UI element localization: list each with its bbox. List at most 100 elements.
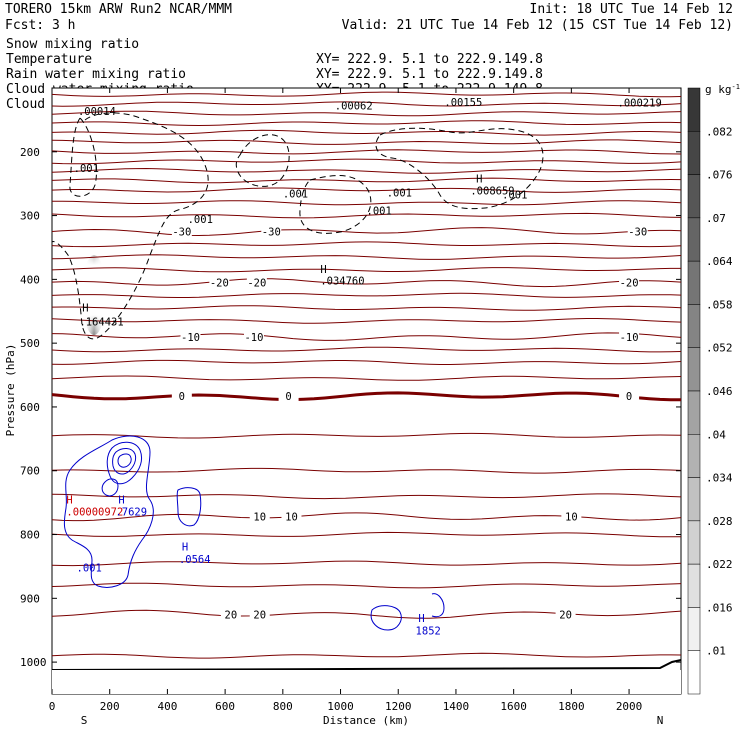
colorbar-swatch [687,217,701,262]
field-label: Rain water mixing ratio [6,67,186,82]
isotherm-line [52,110,681,117]
colorbar-swatch [687,87,701,132]
cloud-ice-contour [69,117,98,197]
contour-label: .001 [387,187,412,199]
isotherm-label: 10 [253,512,266,524]
cloud-water-contour [117,453,132,468]
isotherm-line [52,493,681,500]
cloud-ice-contour [52,112,209,340]
isotherm-line [52,432,681,439]
isotherm-label-bg [180,330,201,343]
isotherm-line [52,391,681,402]
isotherm-line [52,167,681,174]
isotherm-label-bg [171,390,192,403]
isotherm-line [52,254,681,260]
contour-label: H [320,264,326,276]
isotherm-line [52,187,681,193]
x-tick-label: 800 [273,700,293,713]
isotherm-label: -30 [262,227,281,239]
x-axis-north: N [657,714,664,727]
colorbar-tick-label: .046 [706,385,733,398]
contour-label: .001 [367,205,392,217]
isotherm-label: -20 [247,278,266,290]
contour-label: .00155 [444,97,482,109]
contour-label: .001 [502,189,527,201]
colorbar: .082 .076 .07 .064 .058 .052 .046 .04 .034 .028 .0… [687,87,733,695]
isotherm-label-bg [243,330,264,343]
contour-label: .001 [188,214,213,226]
cloud-water-contour [101,478,119,497]
colorbar-swatch [687,563,701,608]
isotherm-label: 0 [285,391,291,403]
isotherm-label: 10 [565,512,578,524]
contour-label: .00062 [335,101,373,113]
x-tick-label: 1800 [558,700,585,713]
x-axis-label: Distance (km) [323,714,409,727]
field-xy: XY= 222.9. 5.1 to 222.9.149.8 [316,67,543,82]
colorbar-tick-label: .076 [706,169,733,182]
field-label: Snow mixing ratio [6,37,139,52]
temperature-contours-minor [52,91,681,659]
contour-label: H [66,494,72,506]
isotherm-label-bg [249,608,270,621]
cloud-ice-contour [375,127,544,210]
isotherm-label-bg [619,390,640,403]
contour-label: .000219 [618,97,662,109]
x-tick-label: 2000 [616,700,643,713]
isotherm-label: 20 [559,609,572,621]
y-tick-label: 500 [20,337,40,350]
y-tick-label: 400 [20,273,40,286]
isotherm-label-bg [249,510,270,523]
colorbar-tick-label: .01 [706,645,726,658]
cloud-water-contour [370,605,402,631]
colorbar-swatch [687,477,701,522]
contour-label: .001 [77,563,102,575]
colorbar-tick-label: .082 [706,125,733,138]
isotherm-line [52,227,681,237]
isotherm-line [52,149,681,155]
isotherm-line [52,129,681,136]
isotherm-label: -10 [244,332,263,344]
isotherm-label-bg [278,390,299,403]
isotherm-line [52,609,681,619]
isotherm-label-bg [619,276,640,289]
isotherm-line [52,305,681,311]
colorbar-unit: g kg-1 [705,83,740,96]
contour-label: .008659 [470,186,514,198]
isotherm-line [52,582,681,589]
colorbar-tick-label: .052 [706,342,733,355]
colorbar-tick-label: .028 [706,515,733,528]
y-tick-label: 700 [20,465,40,478]
colorbar-swatch [687,347,701,392]
y-tick-label: 1000 [20,656,47,669]
isotherm-label-bg [281,510,302,523]
contour-label: .034760 [320,275,364,287]
isotherm-label: -10 [181,332,200,344]
contour-label: .0564 [179,554,211,566]
cloud-ice-contour [299,175,372,234]
isotherm-label: 10 [285,512,298,524]
isotherm-label-bg [619,330,640,343]
cloud-ice-contours [52,112,544,340]
temperature-contours: -30 -30 -30 -20 -20 -20 -10 -10 -10 0 0 0 10 10 10 20 20… [52,225,681,621]
isotherm-line [52,652,681,659]
isotherm-line [52,139,681,145]
y-tick-label: 300 [20,210,40,223]
x-tick-label: 1400 [443,700,470,713]
colorbar-tick-label: .016 [706,601,733,614]
isotherm-line [52,292,681,298]
isotherm-label: 20 [253,609,266,621]
cloud-ice-contour [235,134,290,187]
isotherm-line [52,346,681,353]
isotherm-line [52,212,681,219]
isotherm-label-bg [209,276,230,289]
header-init: Init: 18 UTC Tue 14 Feb 12 [530,2,734,17]
contour-label: .00000972 [66,506,123,518]
colorbar-swatch [687,260,701,305]
x-tick-label: 1600 [500,700,527,713]
colorbar-swatch [687,607,701,651]
cloud-water-contour [106,441,143,485]
cloud-water-contour [112,448,137,475]
isotherm-line [52,101,681,107]
